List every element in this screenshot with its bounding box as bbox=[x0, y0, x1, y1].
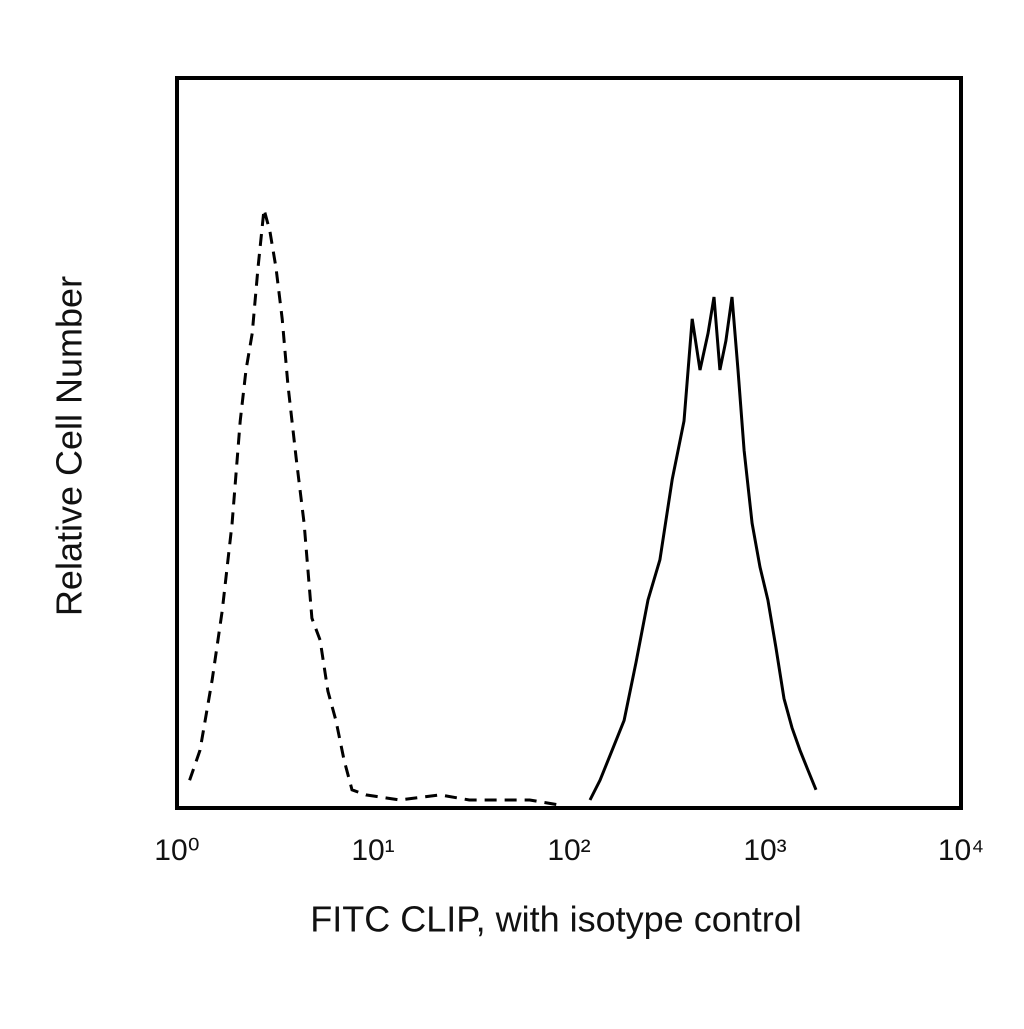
x-tick-label: 10⁰ bbox=[154, 834, 199, 867]
x-tick-label: 10² bbox=[547, 834, 590, 867]
plot-frame bbox=[175, 76, 963, 810]
histogram-line bbox=[188, 209, 561, 807]
x-tick-label: 10³ bbox=[743, 834, 786, 867]
x-tick-label: 10⁴ bbox=[938, 834, 984, 867]
histogram-line bbox=[588, 296, 818, 801]
x-axis-label: FITC CLIP, with isotype control bbox=[310, 899, 802, 940]
x-tick-label: 10¹ bbox=[351, 834, 394, 867]
y-axis-label: Relative Cell Number bbox=[49, 276, 90, 616]
